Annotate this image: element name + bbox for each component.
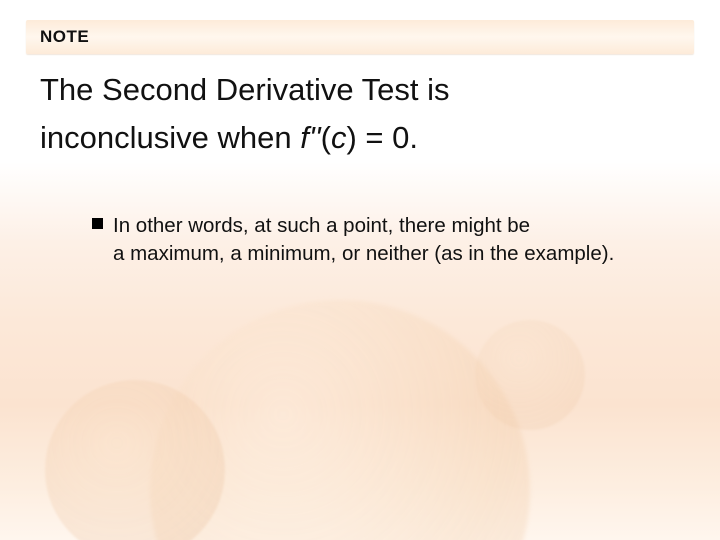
note-label: NOTE: [40, 27, 89, 47]
heading-arg-close: ) = 0.: [346, 120, 418, 155]
background-clock-small-right: [475, 320, 585, 430]
heading-line1: The Second Derivative Test is: [40, 72, 450, 107]
bullet-list: In other words, at such a point, there m…: [92, 212, 672, 267]
heading-line2-pre: inconclusive when: [40, 120, 300, 155]
bullet-text: In other words, at such a point, there m…: [113, 212, 614, 267]
note-header-bar: NOTE: [26, 20, 694, 54]
bullet-square-icon: [92, 218, 103, 229]
bullet1-line2: a maximum, a minimum, or neither (as in …: [113, 242, 614, 265]
heading-f-double-prime: f'': [300, 120, 320, 155]
background-clock-small-left: [45, 380, 225, 540]
slide-heading: The Second Derivative Test is inconclusi…: [40, 66, 690, 162]
heading-arg-open: (: [321, 120, 331, 155]
heading-c: c: [331, 120, 347, 155]
bullet1-line1: In other words, at such a point, there m…: [113, 214, 530, 237]
list-item: In other words, at such a point, there m…: [92, 212, 672, 267]
background-clock-large: [150, 300, 530, 540]
